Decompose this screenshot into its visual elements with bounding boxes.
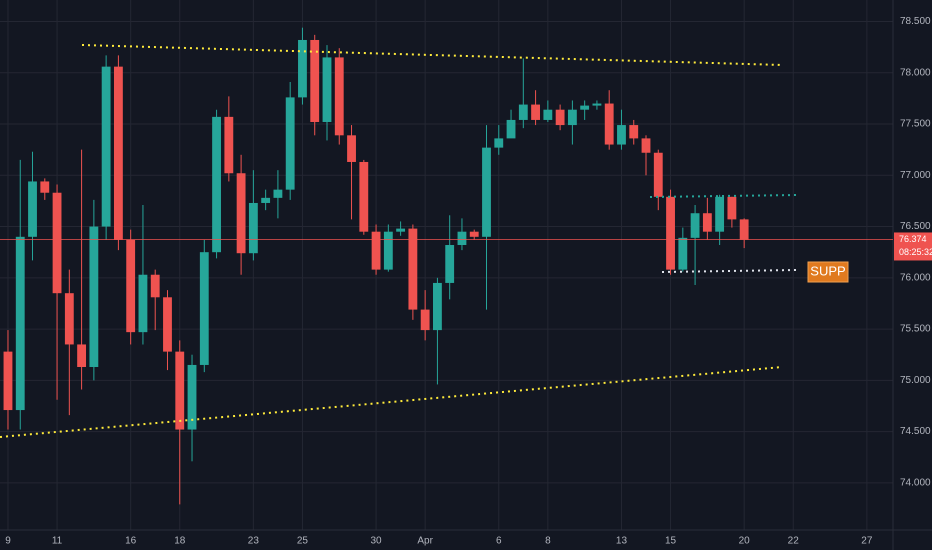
last-price-box [894, 232, 932, 261]
y-tick-label: 75.500 [900, 324, 931, 335]
x-tick-label: 22 [788, 536, 800, 547]
x-tick-label: 11 [52, 536, 63, 547]
candle-body [77, 344, 87, 368]
y-tick-label: 78.000 [900, 67, 931, 78]
y-tick-label: 76.000 [900, 272, 931, 283]
candle-body [592, 103, 602, 106]
candle-body [64, 293, 74, 345]
candle-body [727, 196, 737, 220]
candle-body [273, 189, 283, 198]
candle-body [617, 125, 626, 145]
candle-body [383, 231, 393, 270]
candle-body [322, 57, 332, 122]
y-tick-label: 74.000 [900, 477, 931, 488]
candle-body [163, 297, 172, 352]
candle-body [506, 119, 516, 139]
x-tick-label: 20 [739, 536, 751, 547]
candle-body [224, 116, 234, 174]
candle-body [678, 237, 688, 270]
candle-body [420, 309, 430, 331]
candle-body [690, 213, 700, 238]
candle-body [482, 147, 491, 237]
candle-body [739, 219, 749, 240]
countdown: 08:25:32 [899, 247, 932, 257]
candle-body [113, 66, 123, 240]
support-line [661, 269, 797, 273]
y-tick-label: 77.000 [900, 170, 931, 181]
candle-body [28, 181, 37, 237]
x-tick-label: 30 [371, 536, 383, 547]
candle-body [629, 125, 639, 139]
y-tick-label: 78.500 [900, 16, 931, 27]
candle-body [494, 138, 504, 148]
candle-body [40, 181, 50, 193]
x-tick-label: 15 [665, 536, 677, 547]
candle-body [89, 226, 99, 368]
resistance-line [649, 194, 797, 198]
x-tick-label: 16 [125, 536, 137, 547]
x-tick-label: 9 [5, 536, 11, 547]
candle-body [187, 364, 197, 430]
candle-body [3, 351, 13, 411]
candle-body [666, 196, 675, 270]
x-tick-label: 6 [496, 536, 502, 547]
x-tick-label: 27 [861, 536, 873, 547]
x-tick-label: 18 [174, 536, 186, 547]
candle-body [518, 104, 528, 120]
candle-body [396, 228, 406, 232]
candle-body [126, 239, 136, 333]
candle-body [531, 104, 540, 120]
candle-body [101, 66, 111, 227]
candle-body [298, 39, 307, 98]
candle-body [641, 138, 651, 153]
candle-body [408, 228, 418, 310]
x-tick-label: 13 [616, 536, 628, 547]
candle-body [347, 135, 356, 162]
candle-body [433, 282, 442, 331]
candle-body [15, 236, 25, 411]
candle-body [285, 97, 295, 190]
candle-body [199, 252, 209, 365]
x-tick-label: 8 [545, 536, 551, 547]
annotation: SUPP [810, 263, 845, 278]
candle-body [604, 103, 614, 145]
candle-body [212, 116, 221, 253]
candle-body [653, 152, 663, 197]
candle-body [236, 173, 246, 254]
candle-body [580, 105, 590, 110]
x-tick-label: 23 [248, 536, 260, 547]
axes: 74.000 74.500 75.000 75.500 76.000 76.500 77.0… [5, 16, 931, 546]
candle-body [457, 231, 467, 246]
candle-body [543, 109, 553, 120]
trend-line [81, 44, 783, 66]
candle-body [310, 39, 320, 122]
candle-body [52, 192, 62, 294]
candle-body [371, 231, 381, 270]
y-tick-label: 74.500 [900, 426, 931, 437]
candle-body [555, 109, 565, 126]
annotation-box [807, 261, 849, 283]
candle-body [359, 161, 369, 232]
y-tick-label: 75.000 [900, 375, 931, 386]
candle-body [469, 231, 479, 237]
candle-body [138, 274, 148, 333]
x-tick-label: 25 [297, 536, 309, 547]
y-tick-label: 77.500 [900, 119, 931, 130]
candle-body [445, 245, 455, 283]
candle-body [261, 197, 271, 203]
last-price-label: 76.374 [899, 234, 927, 244]
x-tick-label: Apr [417, 536, 433, 547]
candle-body [175, 351, 185, 430]
candle-body [567, 109, 577, 126]
candle-body [248, 202, 258, 254]
candles [3, 27, 749, 505]
candle-body [715, 196, 725, 232]
candle-body [702, 213, 712, 232]
trend-line [0, 366, 783, 438]
candle-body [334, 57, 344, 136]
candle-body [150, 274, 160, 298]
y-tick-label: 76.500 [900, 221, 931, 232]
